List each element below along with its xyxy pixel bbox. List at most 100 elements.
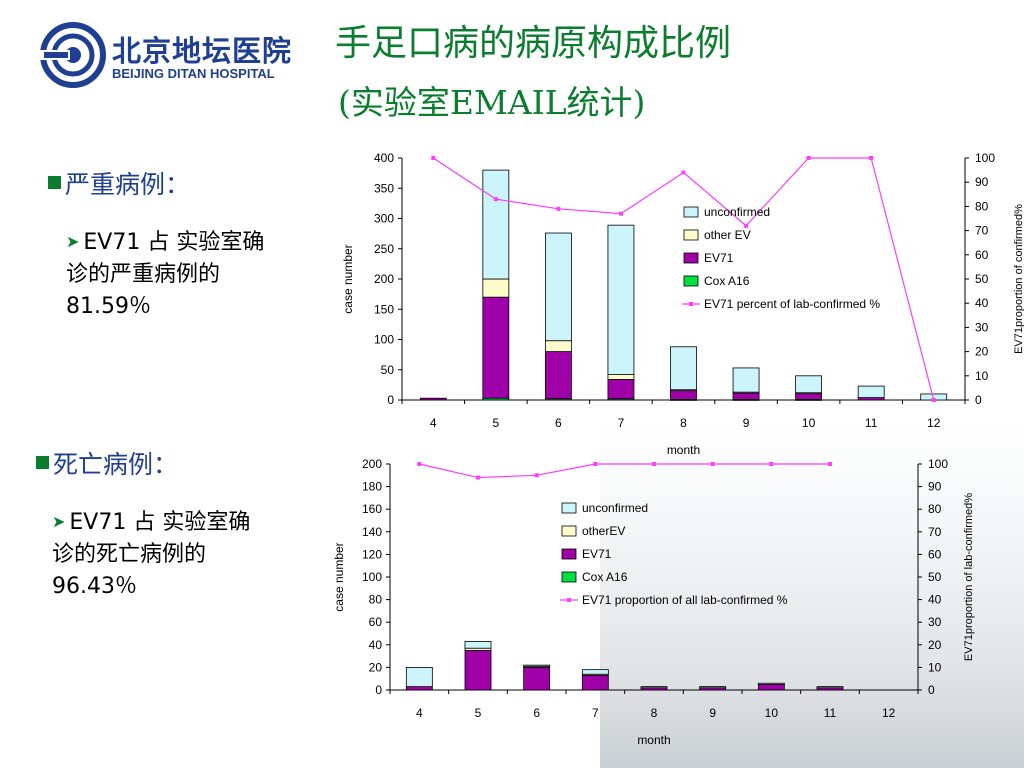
ev71-percent-point — [618, 211, 623, 216]
x-tick-label: 7 — [592, 706, 599, 720]
y-tick-label: 80 — [369, 593, 383, 607]
ev71-percent-point — [534, 473, 539, 478]
bar-ev71 — [795, 392, 823, 400]
legend-line-marker — [567, 598, 571, 602]
bar-ev71 — [419, 397, 447, 401]
y2-axis-label: EV71proportion of lab-confirmed% — [963, 493, 975, 661]
bar-unconfirmed — [857, 385, 885, 398]
y-axis-label: case number — [332, 542, 346, 611]
ev71-percent-point — [431, 156, 436, 160]
legend-label: Cox A16 — [582, 570, 628, 584]
legend-label: EV71 proportion of all lab-confirmed % — [582, 593, 788, 607]
y2-tick-label: 20 — [975, 345, 989, 359]
ev71-percent-point — [681, 170, 686, 175]
y-tick-label: 20 — [369, 660, 383, 674]
ev71-percent-point — [828, 462, 832, 466]
severe-cases-heading: 严重病例： — [48, 172, 190, 197]
legend-label: EV71 percent of lab-confirmed % — [704, 297, 880, 311]
x-tick-label: 10 — [802, 416, 816, 430]
logo-emblem-icon — [40, 22, 106, 88]
y-tick-label: 350 — [374, 181, 394, 195]
bar-unconfirmed — [732, 367, 760, 393]
bar-ev71 — [523, 667, 551, 691]
x-tick-label: 11 — [865, 416, 878, 430]
y2-tick-label: 30 — [928, 615, 942, 629]
y2-tick-label: 60 — [975, 248, 989, 262]
bar-unconfirmed — [482, 169, 510, 280]
y-tick-label: 400 — [374, 151, 394, 165]
y-tick-label: 100 — [362, 570, 382, 584]
x-axis-label: month — [637, 733, 670, 747]
y-tick-label: 250 — [374, 242, 394, 256]
bar-ev71 — [757, 683, 785, 691]
y-tick-label: 160 — [362, 502, 382, 516]
severe-cases-text: ➤ EV71 占 实验室确 诊的严重病例的 81.59％ — [66, 230, 265, 319]
y2-tick-label: 20 — [928, 638, 942, 652]
x-tick-label: 12 — [927, 416, 941, 430]
y-tick-label: 40 — [369, 638, 383, 652]
y2-tick-label: 50 — [928, 570, 942, 584]
legend-swatch — [683, 252, 699, 264]
x-tick-label: 11 — [824, 706, 837, 720]
y2-tick-label: 90 — [975, 175, 989, 189]
y2-axis-label: EV71proportion of confirmed% — [1013, 204, 1024, 354]
legend-swatch — [683, 206, 699, 218]
ev71-percent-point — [710, 462, 715, 466]
bar-unconfirmed — [795, 375, 823, 394]
bar-unconfirmed — [405, 667, 433, 688]
y2-tick-label: 50 — [975, 272, 989, 286]
x-tick-label: 9 — [709, 706, 716, 720]
ev71-percent-point — [931, 398, 936, 402]
x-tick-label: 6 — [533, 706, 540, 720]
y-tick-label: 200 — [362, 457, 382, 471]
ev71-percent-point — [806, 156, 811, 160]
x-tick-label: 7 — [618, 416, 625, 430]
y2-tick-label: 40 — [928, 593, 942, 607]
y2-tick-label: 80 — [928, 502, 942, 516]
bar-other-ev — [482, 278, 510, 298]
bar-unconfirmed — [523, 664, 551, 667]
y2-tick-label: 10 — [975, 369, 989, 383]
y2-tick-label: 80 — [975, 199, 989, 213]
legend-swatch — [561, 548, 577, 560]
x-axis-label: month — [667, 443, 700, 457]
y2-tick-label: 0 — [975, 393, 982, 407]
ev71-percent-point — [556, 206, 561, 211]
bar-unconfirmed — [581, 669, 609, 675]
ev71-percent-point — [417, 462, 422, 466]
bar-unconfirmed — [544, 232, 572, 342]
legend-label: EV71 — [704, 251, 734, 265]
logo-english-name: BEIJING DITAN HOSPITAL — [112, 66, 275, 81]
legend-label: unconfirmed — [582, 501, 648, 515]
bar-unconfirmed — [670, 346, 697, 391]
page-title: 手足口病的病原构成比例 — [335, 23, 732, 64]
y2-tick-label: 0 — [928, 683, 935, 697]
bar-unconfirmed — [607, 224, 635, 375]
y-tick-label: 150 — [374, 302, 394, 316]
y-tick-label: 300 — [374, 212, 394, 226]
y-axis-label: case number — [341, 244, 355, 313]
y2-tick-label: 60 — [928, 547, 942, 561]
legend-label: unconfirmed — [704, 205, 770, 219]
ev71-percent-point — [744, 223, 749, 228]
death-cases-heading: 死亡病例： — [36, 452, 178, 477]
bar-unconfirmed — [640, 686, 668, 689]
legend-line-marker — [689, 302, 693, 306]
x-tick-label: 10 — [765, 706, 779, 720]
x-tick-label: 6 — [555, 416, 562, 430]
x-tick-label: 8 — [680, 416, 687, 430]
bar-other-ev — [607, 374, 635, 380]
logo-chinese-name: 北京地坛医院 — [112, 34, 293, 68]
ev71-percent-point — [493, 197, 498, 202]
legend-swatch — [561, 502, 577, 514]
legend-swatch — [683, 229, 699, 241]
arrow-bullet-icon: ➤ — [52, 512, 66, 531]
y2-tick-label: 30 — [975, 320, 989, 334]
y-tick-label: 50 — [381, 363, 395, 377]
x-tick-label: 12 — [882, 706, 896, 720]
y-tick-label: 180 — [362, 480, 382, 494]
ev71-percent-point — [769, 462, 774, 466]
legend-label: Cox A16 — [704, 274, 750, 288]
ev71-percent-point — [869, 156, 874, 160]
